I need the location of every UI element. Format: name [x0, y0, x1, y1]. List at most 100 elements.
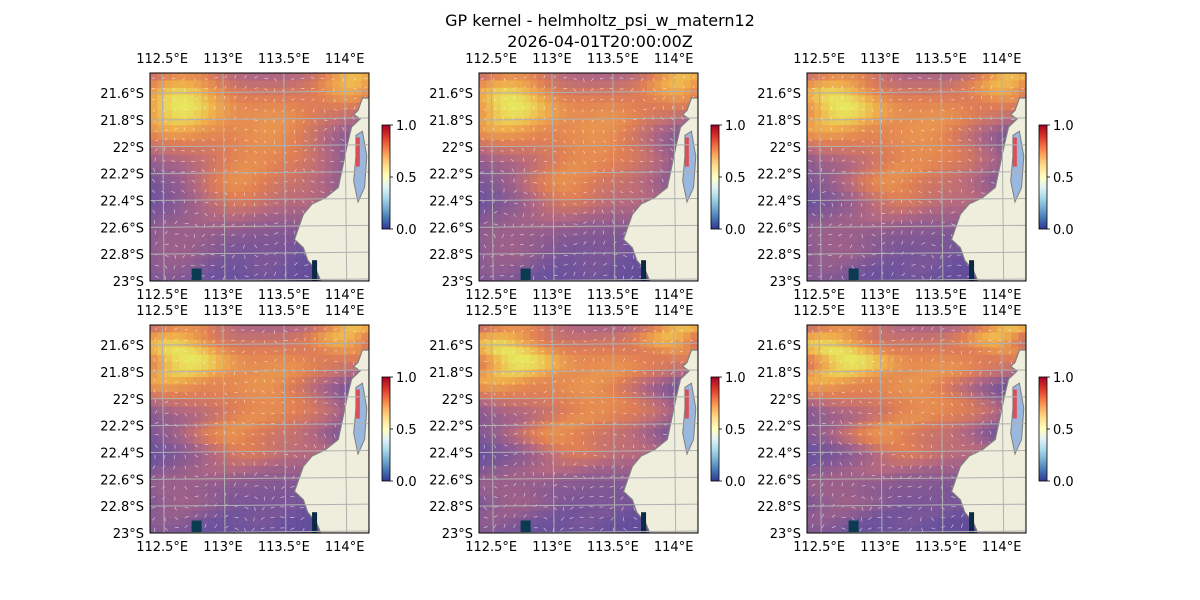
- heatmap-cell: [266, 169, 275, 178]
- heatmap-cell: [610, 266, 618, 274]
- heatmap-cell: [259, 169, 268, 178]
- heatmap-cell: [603, 154, 611, 163]
- quiver-arrow: [841, 148, 845, 152]
- heatmap-cell: [880, 191, 888, 200]
- heatmap-cell: [157, 466, 165, 474]
- heatmap-cell: [814, 199, 822, 208]
- quiver-arrow: [1020, 77, 1024, 79]
- heatmap-cell: [164, 354, 173, 363]
- heatmap-cell: [573, 169, 582, 178]
- heatmap-cell: [164, 162, 173, 170]
- heatmap-cell: [325, 95, 333, 104]
- heatmap-cell: [537, 214, 545, 222]
- quiver-arrow: [850, 202, 853, 207]
- heatmap-cell: [544, 273, 553, 281]
- heatmap-cell: [581, 139, 589, 148]
- heatmap-cell: [237, 362, 246, 370]
- heatmap-cell: [901, 266, 910, 274]
- quiver-arrow: [831, 85, 834, 89]
- quiver-arrow: [244, 96, 247, 100]
- heatmap-cell: [296, 495, 304, 504]
- heatmap-cell: [588, 273, 597, 281]
- heatmap-cell: [230, 199, 238, 208]
- heatmap-cell: [880, 162, 888, 170]
- heatmap-cell: [595, 132, 604, 141]
- heatmap-cell: [566, 139, 575, 148]
- heatmap-cell: [303, 429, 311, 437]
- heatmap-cell: [339, 377, 348, 385]
- heatmap-cell: [916, 147, 925, 156]
- heatmap-cell: [201, 518, 209, 526]
- heatmap-cell: [814, 243, 822, 252]
- heatmap-cell: [325, 406, 333, 415]
- heatmap-cell: [150, 347, 158, 356]
- quiver-arrow: [861, 87, 865, 89]
- heatmap-cell: [901, 177, 910, 185]
- heatmap-cell: [974, 154, 983, 163]
- heatmap-cell: [909, 214, 917, 222]
- heatmap-cell: [193, 443, 202, 452]
- quiver-arrow: [841, 275, 844, 280]
- heatmap-cell: [544, 73, 553, 81]
- quiver-arrow: [533, 158, 537, 162]
- quiver-arrow: [851, 96, 854, 100]
- heatmap-cell: [244, 102, 253, 111]
- heatmap-cell: [164, 117, 173, 126]
- heatmap-cell: [171, 258, 180, 267]
- heatmap-cell: [325, 414, 333, 422]
- heatmap-cell: [296, 147, 304, 156]
- heatmap-cell: [850, 80, 859, 89]
- heatmap-cell: [632, 162, 640, 170]
- heatmap-cell: [296, 369, 304, 378]
- heatmap-cell: [237, 377, 246, 385]
- quiver-arrow: [264, 202, 267, 206]
- heatmap-cell: [552, 80, 560, 89]
- heatmap-cell: [850, 110, 859, 118]
- heatmap-cell: [486, 154, 494, 163]
- heatmap-cell: [858, 132, 866, 141]
- quiver-arrow: [971, 86, 975, 89]
- heatmap-cell: [317, 354, 326, 363]
- heatmap-cell: [588, 154, 597, 163]
- quiver-arrow: [314, 389, 316, 393]
- heatmap-cell: [361, 80, 369, 89]
- heatmap-cell: [339, 406, 348, 415]
- heatmap-cell: [887, 139, 895, 148]
- heatmap-cell: [288, 481, 297, 489]
- heatmap-cell: [179, 503, 187, 512]
- heatmap-cell: [938, 273, 946, 281]
- heatmap-cell: [244, 169, 253, 178]
- heatmap-cell: [179, 332, 187, 341]
- heatmap-cell: [872, 162, 881, 170]
- quiver-arrow: [593, 230, 595, 235]
- heatmap-cell: [894, 162, 903, 170]
- heatmap-cell: [296, 354, 304, 363]
- heatmap-cell: [552, 236, 560, 245]
- heatmap-cell: [544, 236, 553, 245]
- quiver-arrow: [649, 139, 654, 141]
- lat-gridline: [807, 197, 1026, 201]
- quiver-arrow: [563, 161, 566, 165]
- heatmap-cell: [515, 154, 524, 163]
- heatmap-cell: [171, 503, 180, 512]
- heatmap-cell: [171, 377, 180, 385]
- heatmap-cell: [559, 125, 567, 133]
- heatmap-cell: [617, 273, 626, 281]
- heatmap-cell: [244, 117, 253, 126]
- heatmap-cell: [208, 177, 216, 185]
- heatmap-cell: [479, 147, 487, 156]
- quiver-arrow: [214, 77, 218, 79]
- heatmap-cell: [894, 80, 903, 89]
- quiver-arrow: [871, 150, 874, 155]
- heatmap-cell: [916, 221, 925, 230]
- heatmap-cell: [303, 139, 311, 148]
- heatmap-cell: [274, 102, 282, 111]
- quiver-arrow: [961, 97, 965, 100]
- heatmap-cell: [625, 110, 633, 118]
- heatmap-cell: [522, 73, 531, 81]
- quiver-arrow: [630, 200, 634, 204]
- heatmap-cell: [208, 369, 216, 378]
- heatmap-cell: [566, 102, 575, 111]
- quiver-arrow: [553, 150, 557, 153]
- heatmap-cell: [821, 73, 830, 81]
